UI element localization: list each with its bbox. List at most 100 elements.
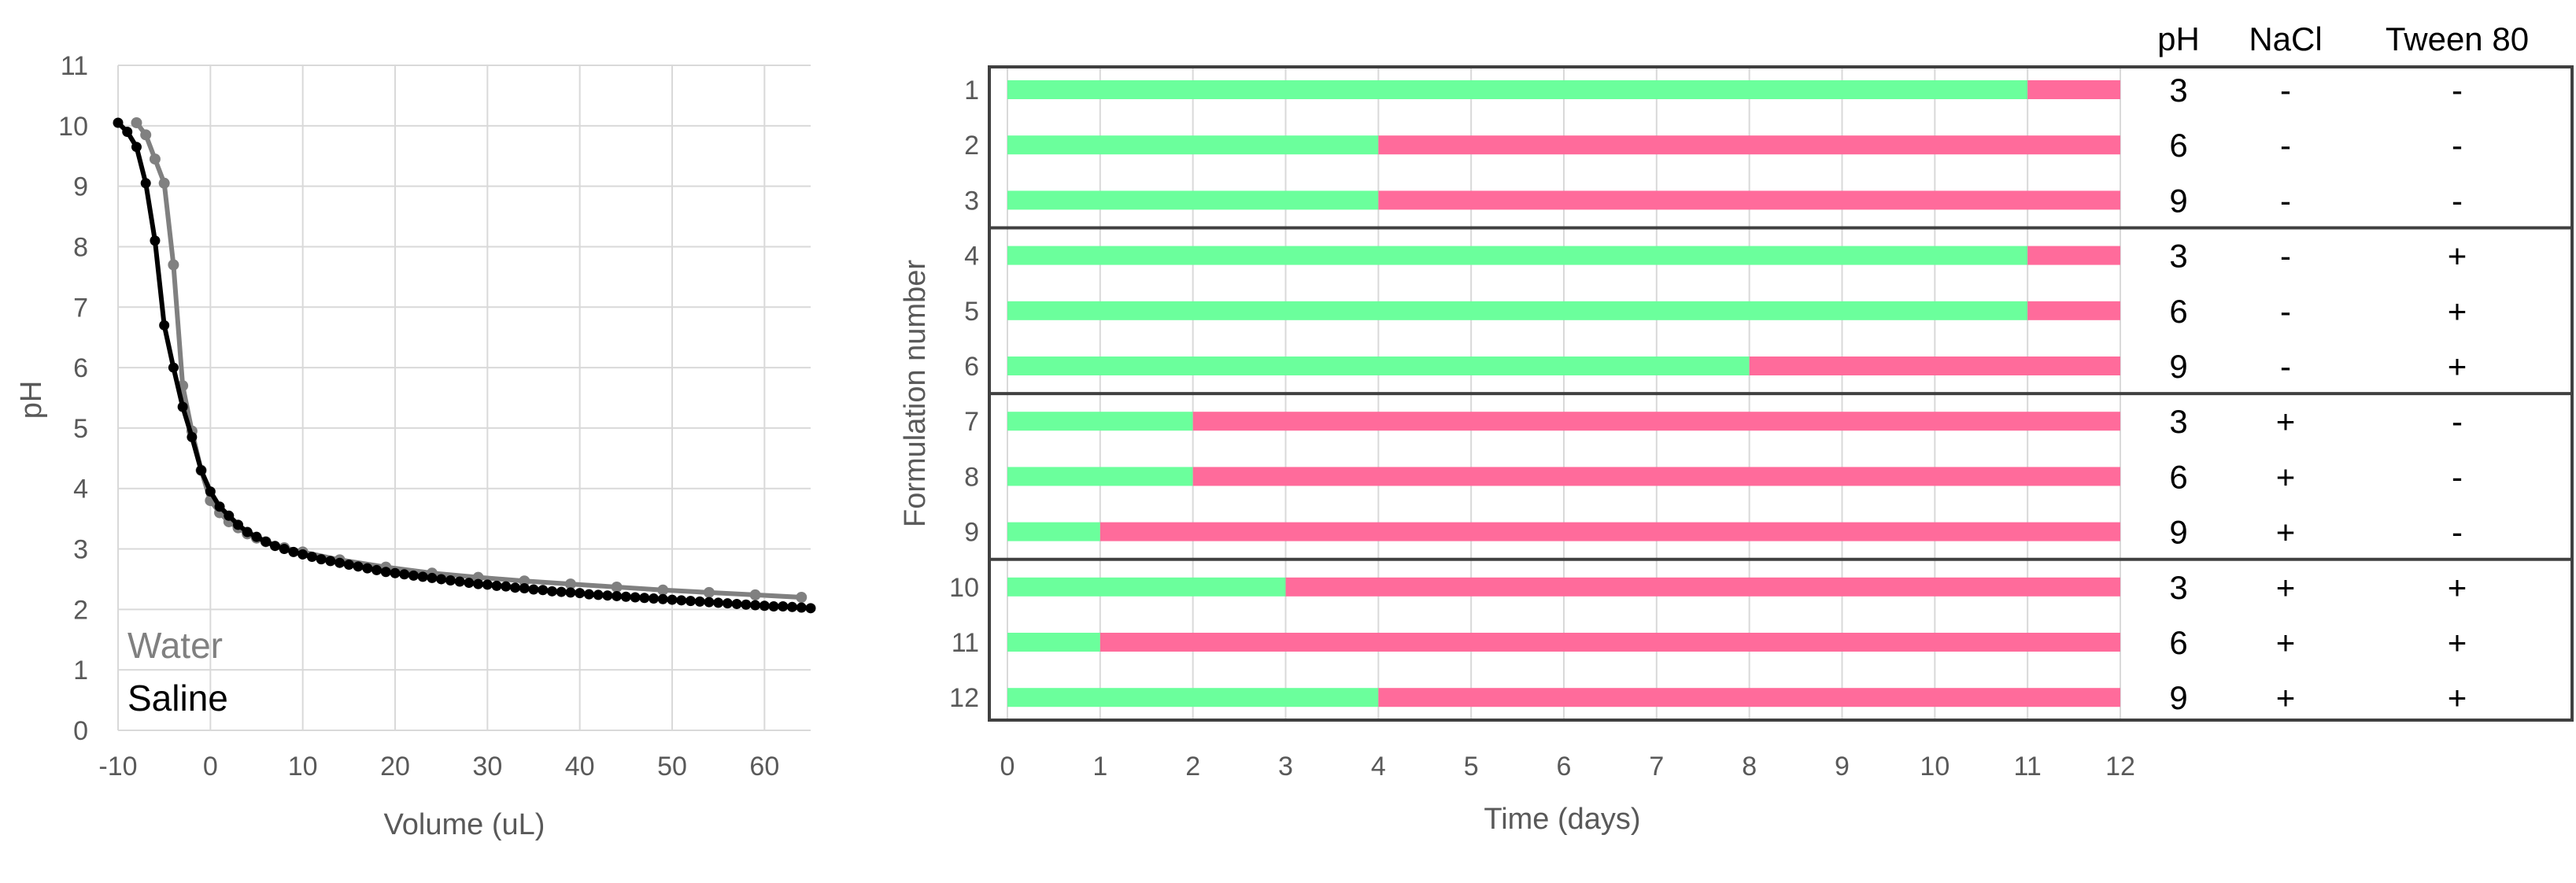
data-point [436, 574, 447, 585]
data-point [417, 571, 428, 582]
data-point [140, 129, 152, 141]
series-saline [113, 117, 816, 614]
data-point [380, 567, 391, 578]
y-tick-label: 11 [61, 51, 88, 81]
unstable-bar [2027, 246, 2120, 265]
data-point [473, 578, 484, 589]
unstable-bar [1378, 190, 2120, 210]
data-point [749, 589, 761, 600]
data-point [316, 554, 327, 565]
data-point [150, 235, 161, 246]
data-point [140, 178, 151, 189]
stable-bar [1007, 577, 1286, 597]
stable-bar [1007, 467, 1193, 486]
table-cell: + [2276, 514, 2296, 551]
x-tick-label: 10 [288, 752, 318, 781]
category-label: 6 [964, 352, 979, 382]
table-cell: - [2452, 127, 2463, 164]
data-point [685, 596, 696, 607]
y-tick-label: 4 [73, 475, 88, 504]
data-point [787, 601, 798, 612]
titration-x-axis-label: Volume (uL) [384, 808, 545, 841]
unstable-bar [1378, 688, 2120, 708]
data-point [583, 589, 594, 600]
titration-gridlines [117, 65, 811, 731]
titration-chart: 0 1 2 3 4 5 6 7 8 9 10 11 -10 0 10 20 30 40 50 60 Volume (u… [15, 51, 816, 841]
data-point [612, 590, 623, 601]
stable-bar [1007, 412, 1193, 431]
table-cell: + [2276, 403, 2296, 440]
category-label: 5 [964, 297, 979, 327]
table-cell: - [2280, 348, 2291, 385]
data-point [177, 401, 188, 412]
x-tick-label: 4 [1371, 752, 1386, 781]
data-point [113, 117, 124, 128]
unstable-bar [2027, 301, 2120, 320]
data-point [630, 592, 641, 603]
data-point [187, 431, 198, 442]
unstable-bar [1378, 135, 2120, 155]
data-point [564, 578, 576, 590]
data-point [704, 597, 715, 608]
data-point [205, 486, 216, 497]
table-cell: - [2452, 514, 2463, 551]
data-point [214, 501, 225, 512]
category-label: 2 [964, 131, 979, 161]
table-cell: 3 [2169, 403, 2187, 440]
data-point [371, 564, 383, 575]
data-point [390, 567, 401, 578]
data-point [703, 586, 715, 598]
table-cell: 6 [2169, 127, 2187, 164]
stable-bar [1007, 357, 1750, 375]
table-cell: + [2448, 624, 2467, 661]
x-tick-label: 9 [1835, 752, 1850, 781]
stability-y-axis-label: Formulation number [899, 260, 932, 527]
unstable-bar [1749, 357, 2120, 375]
table-cell: + [2276, 624, 2296, 661]
data-point [731, 598, 742, 609]
table-cell: - [2452, 403, 2463, 440]
data-point [362, 563, 373, 574]
data-point [546, 586, 557, 597]
data-point [159, 320, 170, 331]
x-tick-label: -10 [98, 752, 137, 781]
table-cell: + [2276, 458, 2296, 495]
x-tick-label: 6 [1557, 752, 1572, 781]
stable-bar [1007, 80, 2028, 99]
data-point [657, 593, 668, 604]
data-point [464, 578, 475, 589]
data-point [168, 362, 179, 373]
table-cell: 9 [2169, 348, 2187, 385]
unstable-bar [1285, 577, 2120, 597]
table-header: Tween 80 [2386, 20, 2529, 57]
y-tick-label: 7 [73, 293, 88, 323]
category-label: 9 [964, 518, 979, 548]
unstable-bar [1192, 412, 2120, 431]
x-tick-label: 20 [380, 752, 410, 781]
series-line [116, 120, 811, 611]
data-point [759, 600, 770, 611]
x-tick-label: 12 [2105, 752, 2135, 781]
data-point [233, 519, 244, 530]
data-point [575, 588, 586, 599]
table-cell: 3 [2169, 238, 2187, 275]
table-cell: + [2276, 679, 2296, 716]
table-cell: 3 [2169, 72, 2187, 109]
data-point [796, 602, 807, 613]
data-point [538, 585, 549, 596]
data-point [519, 575, 530, 587]
stability-x-axis-label: Time (days) [1484, 803, 1640, 836]
unstable-bar [1192, 467, 2120, 486]
y-tick-label: 9 [73, 172, 88, 202]
data-point [224, 510, 235, 521]
stable-bar [1007, 135, 1379, 155]
data-point [251, 531, 262, 542]
data-point [491, 580, 502, 591]
data-point [519, 582, 530, 593]
table-header: pH [2157, 20, 2200, 57]
y-tick-label: 1 [73, 656, 88, 685]
x-tick-label: 7 [1649, 752, 1664, 781]
y-tick-label: 0 [73, 716, 88, 746]
